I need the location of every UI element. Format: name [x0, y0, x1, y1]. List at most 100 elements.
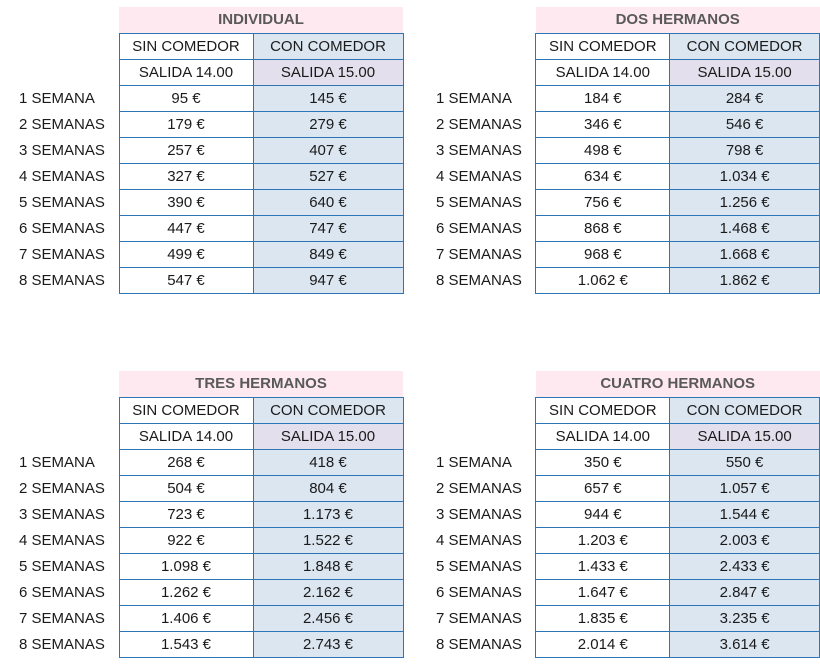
- table-row: 5 SEMANAS 390 €640 €: [19, 188, 404, 216]
- salida-sin-comedor: SALIDA 14.00: [535, 422, 671, 450]
- table-row: 2 SEMANAS 346 €546 €: [436, 110, 820, 138]
- price-sin-comedor: 1.543 €: [118, 630, 254, 658]
- week-label: 4 SEMANAS: [19, 167, 105, 185]
- price-sin-comedor: 1.203 €: [535, 526, 671, 554]
- table-title: CUATRO HERMANOS: [535, 371, 820, 398]
- table-title: DOS HERMANOS: [535, 7, 820, 34]
- table-row: 7 SEMANAS 1.835 €3.235 €: [436, 604, 820, 632]
- table-row: 6 SEMANAS 447 €747 €: [19, 214, 404, 242]
- table-row: 5 SEMANAS 1.098 €1.848 €: [19, 552, 404, 580]
- price-table: TRES HERMANOS SIN COMEDOR CON COMEDOR SALID…: [19, 371, 404, 658]
- price-con-comedor: 418 €: [252, 448, 404, 476]
- column-header-sin-comedor: SIN COMEDOR: [118, 396, 254, 424]
- price-sin-comedor: 1.433 €: [535, 552, 671, 580]
- price-con-comedor: 640 €: [252, 188, 404, 216]
- table-row: 1 SEMANA 95 €145 €: [19, 84, 404, 112]
- header-row: SIN COMEDOR CON COMEDOR: [436, 396, 820, 424]
- week-label: 2 SEMANAS: [436, 479, 522, 497]
- table-row: 2 SEMANAS 504 €804 €: [19, 474, 404, 502]
- blank-cell: [19, 423, 119, 449]
- price-table: INDIVIDUAL SIN COMEDOR CON COMEDOR SALIDA 1…: [19, 7, 404, 294]
- price-con-comedor: 804 €: [252, 474, 404, 502]
- price-con-comedor: 407 €: [252, 136, 404, 164]
- price-table: CUATRO HERMANOS SIN COMEDOR CON COMEDOR SAL…: [436, 371, 820, 658]
- price-sin-comedor: 723 €: [118, 500, 254, 528]
- week-label: 4 SEMANAS: [436, 167, 522, 185]
- week-label: 8 SEMANAS: [436, 635, 522, 653]
- table-row: 4 SEMANAS 922 €1.522 €: [19, 526, 404, 554]
- week-label: 3 SEMANAS: [436, 141, 522, 159]
- price-sin-comedor: 922 €: [118, 526, 254, 554]
- column-header-con-comedor: CON COMEDOR: [252, 396, 404, 424]
- table-title: INDIVIDUAL: [119, 7, 403, 34]
- table-row: 8 SEMANAS 2.014 €3.614 €: [436, 630, 820, 658]
- price-con-comedor: 527 €: [252, 162, 404, 190]
- salida-row: SALIDA 14.00 SALIDA 15.00: [19, 58, 404, 86]
- table-row: 4 SEMANAS 327 €527 €: [19, 162, 404, 190]
- price-sin-comedor: 257 €: [118, 136, 254, 164]
- salida-con-comedor: SALIDA 15.00: [252, 58, 404, 86]
- week-label: 3 SEMANAS: [19, 505, 105, 523]
- table-row: 8 SEMANAS 1.062 €1.862 €: [436, 266, 820, 294]
- price-con-comedor: 279 €: [252, 110, 404, 138]
- column-header-con-comedor: CON COMEDOR: [669, 396, 820, 424]
- blank-cell: [19, 59, 119, 85]
- price-con-comedor: 947 €: [252, 266, 404, 294]
- week-label: 6 SEMANAS: [436, 219, 522, 237]
- price-sin-comedor: 1.647 €: [535, 578, 671, 606]
- week-label: 5 SEMANAS: [436, 193, 522, 211]
- price-con-comedor: 1.544 €: [669, 500, 820, 528]
- blank-cell: [436, 7, 536, 33]
- price-sin-comedor: 346 €: [535, 110, 671, 138]
- price-con-comedor: 3.614 €: [669, 630, 820, 658]
- salida-sin-comedor: SALIDA 14.00: [535, 58, 671, 86]
- blank-cell: [436, 59, 536, 85]
- salida-row: SALIDA 14.00 SALIDA 15.00: [436, 58, 820, 86]
- table-row: 6 SEMANAS 1.262 €2.162 €: [19, 578, 404, 606]
- price-sin-comedor: 1.262 €: [118, 578, 254, 606]
- price-con-comedor: 1.468 €: [669, 214, 820, 242]
- week-label: 5 SEMANAS: [19, 557, 105, 575]
- salida-sin-comedor: SALIDA 14.00: [118, 422, 254, 450]
- blank-cell: [19, 397, 119, 423]
- price-sin-comedor: 1.098 €: [118, 552, 254, 580]
- table-row: 4 SEMANAS 634 €1.034 €: [436, 162, 820, 190]
- price-sin-comedor: 498 €: [535, 136, 671, 164]
- blank-cell: [436, 33, 536, 59]
- column-header-con-comedor: CON COMEDOR: [252, 32, 404, 60]
- price-sin-comedor: 756 €: [535, 188, 671, 216]
- week-label: 6 SEMANAS: [19, 219, 105, 237]
- table-row: 3 SEMANAS 944 €1.544 €: [436, 500, 820, 528]
- week-label: 8 SEMANAS: [19, 271, 105, 289]
- price-sin-comedor: 499 €: [118, 240, 254, 268]
- table-row: 7 SEMANAS 1.406 €2.456 €: [19, 604, 404, 632]
- price-sin-comedor: 390 €: [118, 188, 254, 216]
- blank-cell: [436, 397, 536, 423]
- price-sin-comedor: 968 €: [535, 240, 671, 268]
- price-con-comedor: 546 €: [669, 110, 820, 138]
- table-row: 3 SEMANAS 723 €1.173 €: [19, 500, 404, 528]
- price-con-comedor: 1.173 €: [252, 500, 404, 528]
- week-label: 7 SEMANAS: [19, 245, 105, 263]
- price-con-comedor: 2.456 €: [252, 604, 404, 632]
- table-row: 3 SEMANAS 257 €407 €: [19, 136, 404, 164]
- week-label: 8 SEMANAS: [436, 271, 522, 289]
- salida-row: SALIDA 14.00 SALIDA 15.00: [436, 422, 820, 450]
- table-row: 7 SEMANAS 968 €1.668 €: [436, 240, 820, 268]
- week-label: 6 SEMANAS: [436, 583, 522, 601]
- week-label: 7 SEMANAS: [436, 609, 522, 627]
- price-sin-comedor: 547 €: [118, 266, 254, 294]
- price-sin-comedor: 350 €: [535, 448, 671, 476]
- price-con-comedor: 1.256 €: [669, 188, 820, 216]
- salida-row: SALIDA 14.00 SALIDA 15.00: [19, 422, 404, 450]
- price-sin-comedor: 1.406 €: [118, 604, 254, 632]
- salida-con-comedor: SALIDA 15.00: [252, 422, 404, 450]
- price-con-comedor: 2.847 €: [669, 578, 820, 606]
- table-row: 1 SEMANA 350 €550 €: [436, 448, 820, 476]
- week-label: 5 SEMANAS: [19, 193, 105, 211]
- week-label: 6 SEMANAS: [19, 583, 105, 601]
- price-sin-comedor: 2.014 €: [535, 630, 671, 658]
- title-row: TRES HERMANOS: [19, 371, 403, 398]
- price-sin-comedor: 184 €: [535, 84, 671, 112]
- price-table: DOS HERMANOS SIN COMEDOR CON COMEDOR SALIDA…: [436, 7, 820, 294]
